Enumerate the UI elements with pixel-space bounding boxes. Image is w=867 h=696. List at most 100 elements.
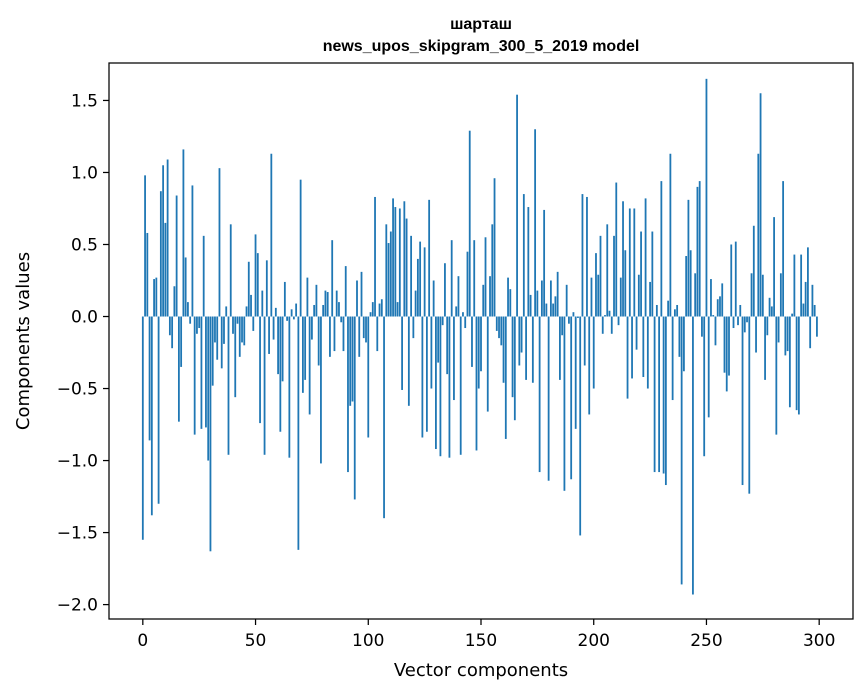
bar-182	[552, 303, 555, 317]
bar-111	[392, 198, 394, 317]
bar-204	[601, 316, 604, 334]
bar-165	[513, 316, 516, 421]
bar-283	[779, 273, 782, 317]
bar-177	[540, 280, 543, 317]
bar-84	[331, 240, 334, 317]
bar-249	[703, 316, 706, 457]
bar-263	[734, 241, 737, 317]
bar-146	[471, 316, 473, 367]
bar-43	[238, 316, 241, 357]
bar-151	[482, 284, 485, 317]
bar-26	[200, 316, 203, 429]
bar-92	[349, 316, 352, 406]
bar-287	[788, 316, 791, 408]
bar-255	[716, 299, 719, 317]
bar-68	[295, 303, 298, 317]
bar-258	[723, 316, 726, 373]
bar-18	[182, 149, 185, 317]
bar-133	[441, 316, 444, 326]
bar-282	[777, 316, 780, 343]
bar-14	[173, 286, 176, 317]
bar-58	[272, 316, 275, 340]
bar-124	[421, 316, 424, 438]
bar-73	[306, 277, 309, 317]
bar-189	[568, 316, 570, 324]
bar-51	[256, 253, 259, 317]
bar-246	[696, 186, 699, 317]
bar-240	[683, 316, 685, 372]
bar-137	[450, 240, 453, 317]
bar-196	[583, 316, 586, 366]
bar-112	[394, 207, 397, 317]
bar-265	[739, 304, 742, 317]
bar-154	[489, 276, 491, 317]
bar-109	[387, 243, 390, 317]
bar-85	[333, 316, 336, 352]
bar-227	[653, 316, 656, 473]
bar-67	[292, 316, 295, 320]
bar-29	[207, 316, 210, 461]
bar-25	[198, 316, 201, 329]
x-tick-label-250: 250	[690, 631, 722, 651]
bar-239	[680, 316, 683, 585]
y-tick-label-6: 1.0	[71, 163, 98, 183]
bar-95	[356, 280, 358, 317]
bar-63	[283, 281, 286, 317]
bar-251	[707, 316, 710, 418]
bar-13	[171, 316, 174, 349]
bar-114	[398, 208, 401, 317]
bar-153	[486, 316, 489, 412]
y-axis-label: Components values	[13, 252, 34, 430]
bar-198	[588, 316, 591, 415]
bar-193	[577, 316, 579, 318]
bar-82	[326, 292, 329, 317]
bar-128	[430, 316, 433, 389]
bar-60	[277, 316, 279, 375]
bar-38	[227, 316, 230, 455]
bar-2	[146, 232, 149, 317]
bar-202	[597, 274, 600, 317]
plot-frame	[108, 62, 854, 620]
x-tick-label-0: 0	[137, 631, 148, 651]
bar-276	[764, 316, 766, 380]
bar-228	[655, 304, 658, 317]
bar-149	[477, 316, 480, 389]
x-tick-label-50: 50	[245, 631, 267, 651]
bar-176	[538, 316, 541, 473]
bar-188	[565, 284, 568, 317]
bar-8	[159, 191, 162, 317]
bar-219	[635, 316, 638, 350]
bar-281	[775, 316, 778, 435]
bar-113	[396, 302, 399, 317]
bar-139	[455, 306, 458, 317]
bar-52	[259, 316, 261, 424]
bar-97	[360, 271, 363, 317]
bar-35	[220, 316, 223, 369]
bar-230	[660, 181, 663, 317]
bar-248	[701, 316, 703, 337]
bar-81	[324, 290, 327, 317]
bar-270	[750, 273, 753, 317]
bar-288	[791, 313, 794, 317]
bar-237	[676, 304, 679, 317]
bar-41	[234, 316, 237, 398]
bar-160	[502, 316, 505, 383]
bar-34	[218, 168, 221, 317]
bar-247	[698, 181, 701, 317]
bar-162	[507, 277, 509, 317]
bar-136	[448, 316, 451, 458]
bar-36	[223, 316, 225, 344]
bar-278	[768, 297, 771, 317]
bar-11	[166, 159, 169, 317]
bar-48	[250, 294, 252, 317]
bar-140	[457, 276, 460, 317]
bar-90	[344, 266, 347, 317]
bar-294	[804, 281, 807, 317]
bar-134	[444, 263, 446, 317]
bar-268	[746, 316, 748, 323]
bar-121	[414, 290, 417, 317]
bar-143	[464, 316, 467, 329]
bar-62	[281, 316, 284, 382]
bar-37	[225, 306, 228, 317]
bar-53	[261, 290, 264, 317]
